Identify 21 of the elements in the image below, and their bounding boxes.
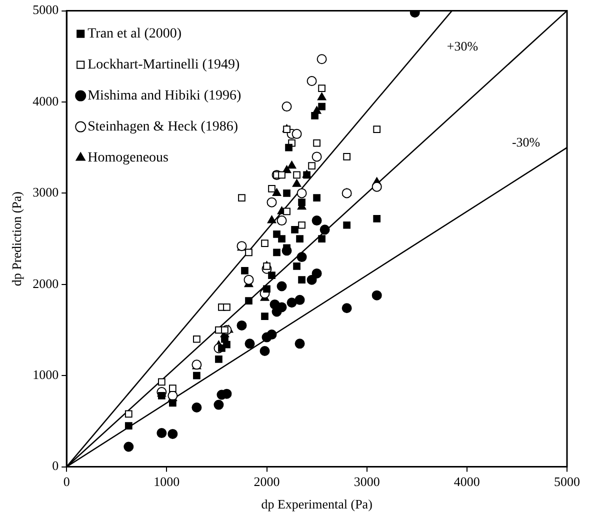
legend-label: Lockhart-Martinelli (1949) <box>88 57 240 72</box>
legend-label: Homogeneous <box>88 150 168 166</box>
y-tick-label: 5000 <box>32 2 59 18</box>
x-tick-label: 1000 <box>154 474 180 490</box>
x-tick-label: 2000 <box>254 474 280 490</box>
y-tick-label: 2000 <box>32 276 59 291</box>
y-axis-title: dp Prediction (Pa) <box>9 192 24 286</box>
legend-label: Tran et al (2000) <box>88 26 182 42</box>
y-tick-label: 3000 <box>32 184 59 200</box>
annotation: +30% <box>446 38 478 54</box>
x-tick-label: 0 <box>63 474 70 490</box>
x-tick-label: 5000 <box>554 474 580 490</box>
y-tick-label: 1000 <box>32 367 59 382</box>
legend-label: Mishima and Hibiki (1996) <box>88 88 242 104</box>
x-tick-label: 4000 <box>454 474 480 490</box>
annotation: -30% <box>512 134 540 150</box>
x-axis-title: dp Experimental (Pa) <box>261 496 372 512</box>
x-tick-label: 3000 <box>354 474 380 490</box>
legend-label: Steinhagen & Heck (1986) <box>88 119 238 134</box>
y-tick-label: 0 <box>52 458 59 474</box>
y-tick-label: 4000 <box>32 93 59 108</box>
